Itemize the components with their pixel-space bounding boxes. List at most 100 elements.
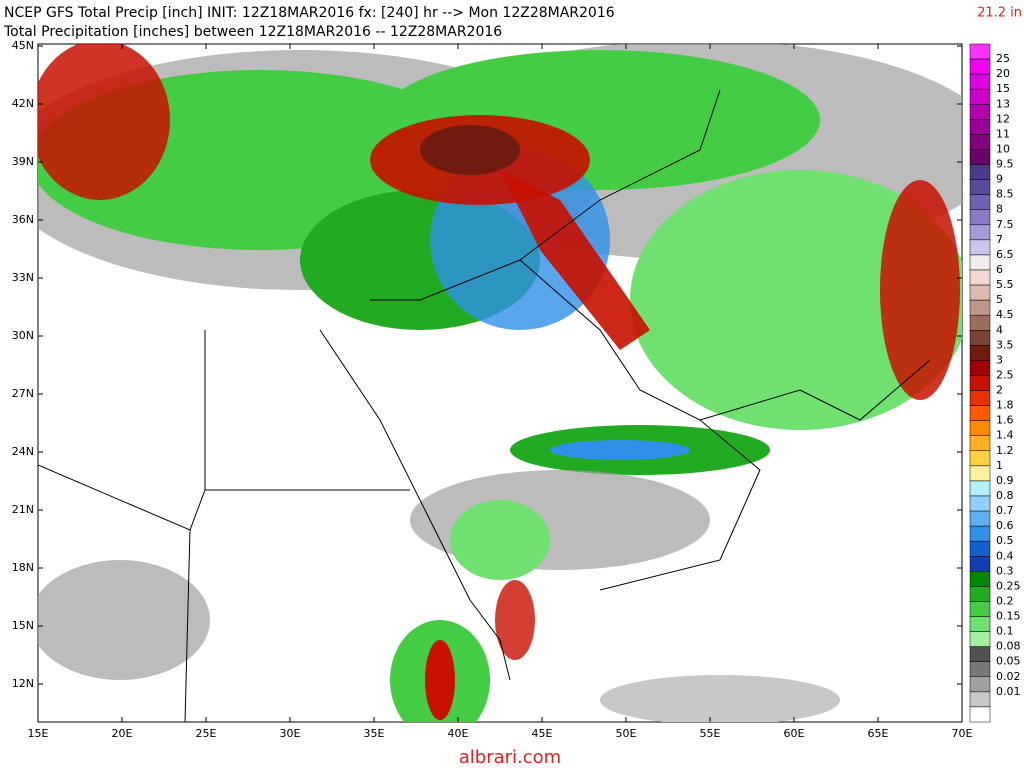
max-value: 21.2 in [977, 6, 1022, 21]
lat-label: 39N [12, 155, 34, 168]
colorbar-box [969, 43, 991, 60]
lon-label: 55E [700, 727, 721, 740]
lat-label: 24N [12, 445, 34, 458]
colorbar-box [969, 149, 991, 165]
colorbar-label: 0.4 [996, 549, 1014, 562]
colorbar-box [969, 556, 991, 572]
colorbar-label: 1.4 [996, 429, 1014, 442]
lat-label: 45N [12, 39, 34, 52]
colorbar-label: 8.5 [996, 188, 1014, 201]
colorbar-label: 0.7 [996, 504, 1014, 517]
lat-label: 36N [12, 213, 34, 226]
lon-label: 50E [616, 727, 637, 740]
borders [38, 89, 931, 722]
colorbar-box [969, 299, 991, 316]
colorbar-label: 2.5 [996, 368, 1014, 381]
colorbar-label: 1.2 [996, 444, 1014, 457]
colorbar-box [969, 601, 991, 617]
lat-label: 18N [12, 561, 34, 574]
colorbar-label: 7 [996, 233, 1003, 246]
colorbar-box [969, 480, 991, 497]
colorbar-box [969, 58, 991, 75]
colorbar-box [969, 540, 991, 557]
colorbar-box [969, 586, 991, 602]
colorbar-label: 6.5 [996, 248, 1014, 261]
lat-label: 27N [12, 387, 34, 400]
colorbar-box [969, 134, 991, 150]
colorbar-box [969, 209, 991, 226]
colorbar-label: 6 [996, 263, 1003, 276]
lat-label: 30N [12, 329, 34, 342]
lat-label: 21N [12, 503, 34, 516]
colorbar-box [969, 420, 991, 436]
lon-label: 45E [532, 727, 553, 740]
colorbar-label: 0.6 [996, 519, 1014, 532]
colorbar-box [969, 676, 991, 693]
colorbar-box [969, 571, 991, 587]
colorbar-box [969, 119, 991, 135]
lon-label: 30E [280, 727, 301, 740]
colorbar-label: 5.5 [996, 278, 1014, 291]
lon-label: 65E [868, 727, 889, 740]
colorbar-box [969, 179, 991, 195]
colorbar-box [969, 405, 991, 421]
colorbar-box [969, 239, 991, 256]
lat-label: 42N [12, 97, 34, 110]
subtitle: Total Precipitation [inches] between 12Z… [3, 24, 502, 40]
colorbar-label: 0.1 [996, 625, 1014, 638]
colorbar-box [969, 616, 991, 632]
colorbar-box [969, 194, 991, 210]
colorbar-box [969, 631, 991, 647]
colorbar-label: 25 [996, 52, 1010, 65]
colorbar-box [969, 73, 991, 90]
colorbar-label: 0.15 [996, 610, 1021, 623]
colorbar-box [969, 284, 991, 301]
colorbar-box [969, 691, 991, 708]
lon-label: 20E [112, 727, 133, 740]
colorbar-box [969, 510, 991, 527]
lat-label: 33N [12, 271, 34, 284]
colorbar-box [969, 345, 991, 361]
colorbar-box [969, 706, 991, 723]
colorbar-label: 7.5 [996, 218, 1014, 231]
colorbar-label: 0.5 [996, 534, 1014, 547]
colorbar-label: 9.5 [996, 158, 1014, 171]
colorbar-box [969, 104, 991, 120]
colorbar-label: 20 [996, 67, 1010, 80]
colorbar-label: 11 [996, 127, 1010, 140]
colorbar-box [969, 360, 991, 376]
lon-label: 15E [28, 727, 49, 740]
colorbar-label: 0.01 [996, 685, 1021, 698]
colorbar-label: 12 [996, 112, 1010, 125]
colorbar-box [969, 646, 991, 662]
colorbar-box [969, 254, 991, 271]
colorbar-label: 0.08 [996, 640, 1021, 653]
colorbar-label: 0.2 [996, 594, 1014, 607]
colorbar-label: 1.6 [996, 414, 1014, 427]
colorbar-label: 15 [996, 82, 1010, 95]
colorbar-box [969, 164, 991, 180]
colorbar-label: 4.5 [996, 308, 1014, 321]
colorbar-label: 4 [996, 323, 1003, 336]
colorbar-label: 3.5 [996, 338, 1014, 351]
colorbar-box [969, 525, 991, 542]
colorbar-label: 5 [996, 293, 1003, 306]
colorbar-label: 8 [996, 203, 1003, 216]
colorbar-label: 0.02 [996, 670, 1021, 683]
lat-label: 15N [12, 619, 34, 632]
colorbar-box [969, 314, 991, 331]
colorbar-box [969, 88, 991, 105]
lon-label: 35E [364, 727, 385, 740]
colorbar-label: 13 [996, 97, 1010, 110]
lon-label: 60E [784, 727, 805, 740]
colorbar-label: 0.05 [996, 655, 1021, 668]
colorbar-label: 0.9 [996, 474, 1014, 487]
title: NCEP GFS Total Precip [inch] INIT: 12Z18… [4, 5, 615, 21]
colorbar-box [969, 224, 991, 241]
colorbar-label: 0.8 [996, 489, 1014, 502]
lat-label: 12N [12, 677, 34, 690]
map-area [37, 43, 963, 723]
lon-label: 70E [952, 727, 973, 740]
colorbar-box [969, 435, 991, 452]
colorbar-label: 2 [996, 384, 1003, 397]
